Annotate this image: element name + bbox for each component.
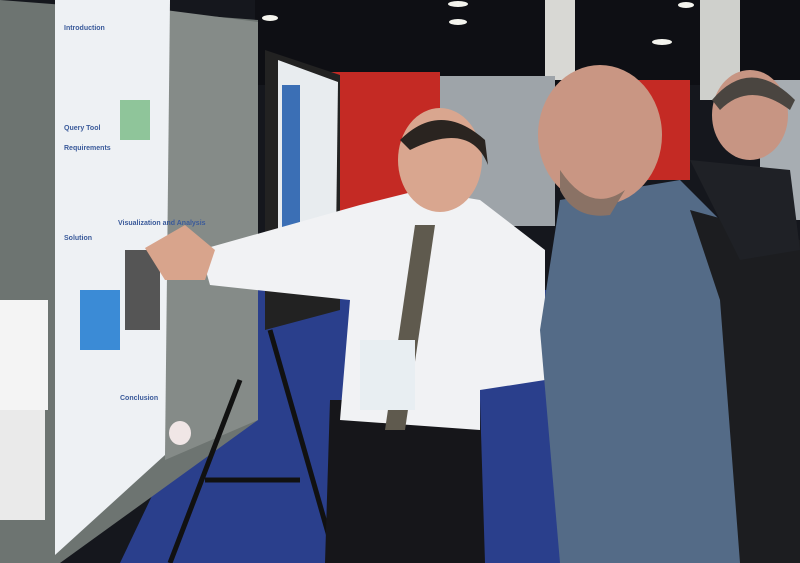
- presenter-shirt: [200, 190, 545, 430]
- presenter-hair: [400, 120, 488, 165]
- pillar: [545, 0, 575, 80]
- board-panel: [165, 10, 258, 460]
- poster-heading: Solution: [64, 235, 92, 242]
- poster-heading: Query Tool: [64, 125, 100, 132]
- easel: [167, 329, 333, 563]
- presenter-trousers: [325, 400, 485, 563]
- poster-heading: Introduction: [64, 25, 105, 32]
- visitor-head: [538, 65, 662, 205]
- badge: [360, 340, 415, 410]
- paper-note: [0, 410, 45, 520]
- poster-figure: [80, 290, 120, 350]
- ceiling-lights: [262, 1, 694, 45]
- background-person: [690, 160, 800, 260]
- poster-graphic: [282, 85, 300, 235]
- backpack: [690, 210, 800, 563]
- cup: [169, 421, 191, 445]
- poster-heading: Conclusion: [120, 395, 158, 402]
- paper-note: [0, 300, 48, 410]
- beard: [560, 170, 625, 216]
- pointing-hand: [145, 225, 215, 280]
- poster-figure: [125, 250, 160, 330]
- background-hair: [712, 77, 795, 110]
- poster-headings: Introduction Query Tool Requirements Soluti…: [64, 25, 206, 402]
- poster-heading: Requirements: [64, 145, 111, 152]
- poster-figure: [120, 100, 150, 140]
- poster-heading: Visualization and Analysis: [118, 220, 206, 227]
